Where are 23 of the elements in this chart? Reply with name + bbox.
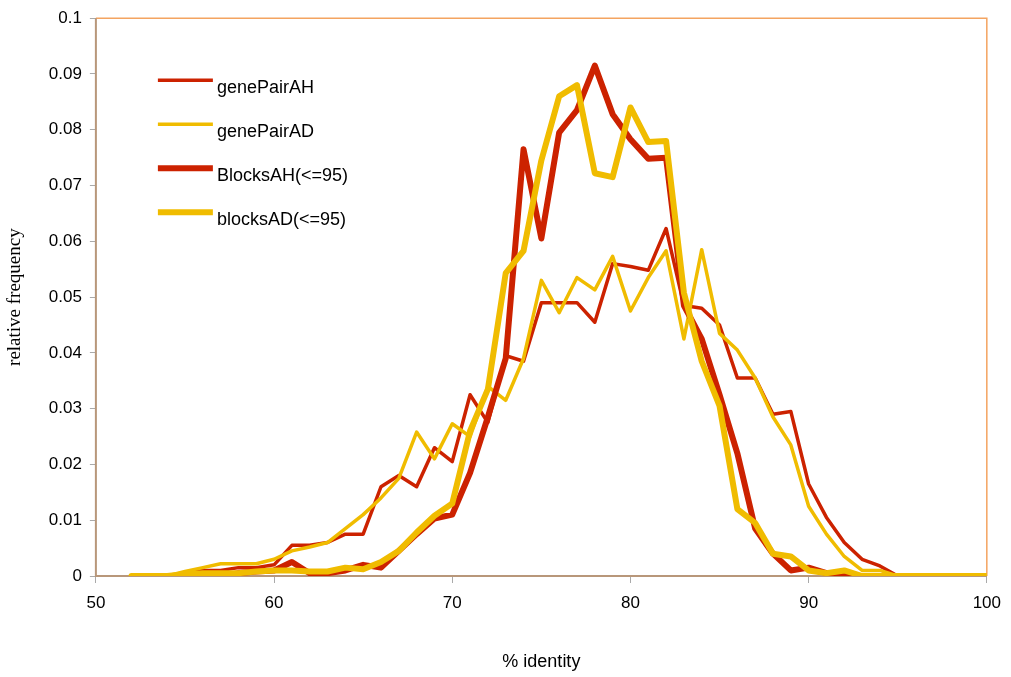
legend-label: genePairAH bbox=[216, 77, 314, 98]
x-tick-label: 60 bbox=[264, 592, 284, 612]
y-tick-label: 0.06 bbox=[48, 231, 82, 251]
x-tick-label: 100 bbox=[972, 592, 1002, 612]
legend-label: blocksAD(<=95) bbox=[216, 209, 346, 230]
y-tick-label: 0.08 bbox=[48, 119, 82, 139]
x-tick-label: 50 bbox=[86, 592, 106, 612]
y-tick-label: 0.04 bbox=[48, 342, 82, 362]
y-tick-label: 0.1 bbox=[58, 7, 82, 27]
y-tick-label: 0.03 bbox=[48, 398, 82, 418]
legend-label: genePairAD bbox=[216, 121, 314, 142]
y-tick-label: 0.07 bbox=[48, 175, 82, 195]
x-tick-label: 70 bbox=[442, 592, 462, 612]
legend-label: BlocksAH(<=95) bbox=[216, 165, 348, 186]
y-tick-label: 0.09 bbox=[48, 63, 82, 83]
y-tick-label: 0.02 bbox=[48, 454, 82, 474]
x-tick-label: 80 bbox=[620, 592, 640, 612]
y-tick-label: 0.01 bbox=[48, 509, 82, 529]
y-tick-label: 0.05 bbox=[48, 286, 82, 306]
x-axis-title: % identity bbox=[502, 651, 581, 672]
y-tick-label: 0 bbox=[72, 565, 82, 585]
x-tick-label: 90 bbox=[799, 592, 819, 612]
y-axis-title: relative frequency bbox=[3, 227, 25, 366]
